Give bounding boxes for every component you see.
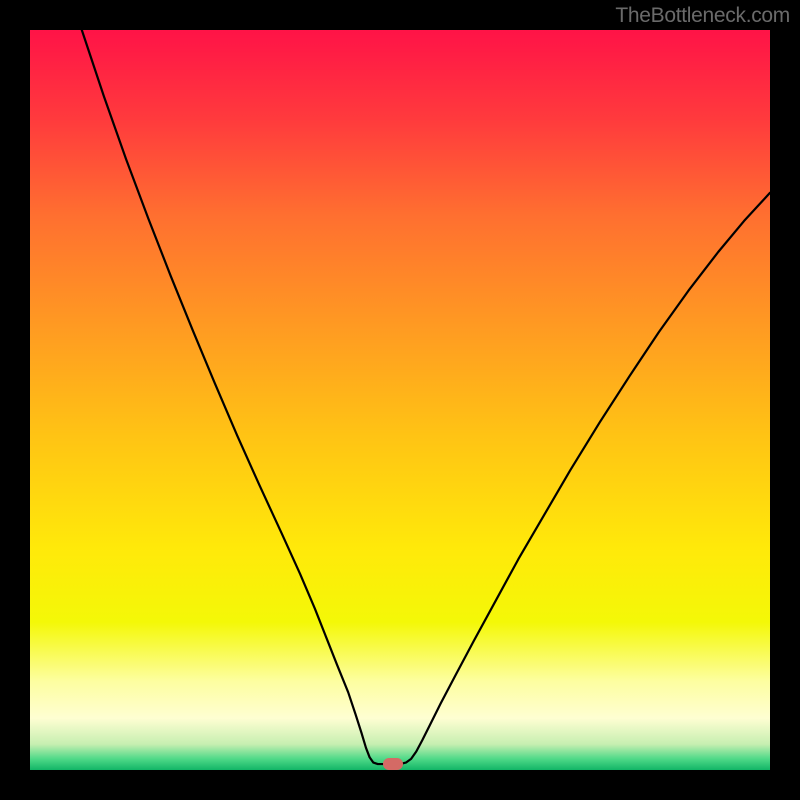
curve-path bbox=[82, 30, 770, 764]
vertex-marker bbox=[383, 758, 403, 770]
watermark-text: TheBottleneck.com bbox=[615, 4, 790, 28]
chart-plot-area bbox=[30, 30, 770, 770]
chart-inner bbox=[30, 30, 770, 770]
bottleneck-curve bbox=[30, 30, 770, 770]
